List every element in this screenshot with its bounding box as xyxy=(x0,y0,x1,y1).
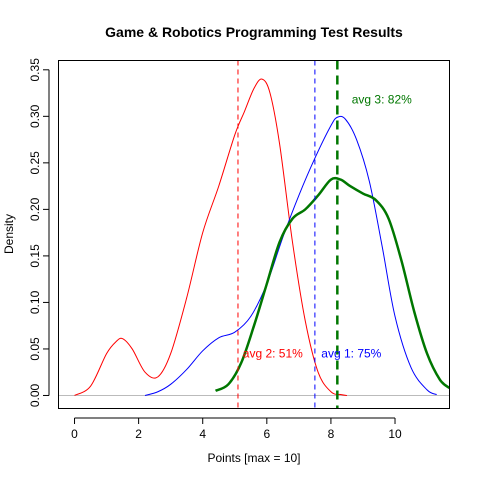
density-curve-2 xyxy=(144,115,437,396)
plot-box xyxy=(58,60,450,409)
chart-title: Game & Robotics Programming Test Results xyxy=(105,24,403,40)
y-tick-label: 0.05 xyxy=(28,337,42,361)
plot-area xyxy=(58,60,450,409)
y-tick-label: 0.35 xyxy=(28,58,42,82)
x-tick-label: 0 xyxy=(71,427,78,441)
plot-layer: avg 2: 51% avg 1: 75% avg 3: 82% 0 2 4 6 8 10 0.0… xyxy=(28,58,450,441)
average-annotation-2: avg 1: 75% xyxy=(321,347,381,361)
y-tick-label: 0.15 xyxy=(28,244,42,268)
x-tick-label: 6 xyxy=(263,427,270,441)
x-tick-label: 2 xyxy=(135,427,142,441)
average-annotation-3: avg 3: 82% xyxy=(352,93,412,107)
y-tick-label: 0.00 xyxy=(28,383,42,407)
x-tick-label: 8 xyxy=(328,427,335,441)
y-tick-label: 0.25 xyxy=(28,151,42,175)
x-axis-label: Points [max = 10] xyxy=(207,451,300,465)
y-axis-label: Density xyxy=(2,214,16,254)
density-curve-3 xyxy=(214,176,450,392)
y-tick-label: 0.30 xyxy=(28,104,42,128)
x-tick-label: 4 xyxy=(199,427,206,441)
y-tick-label: 0.10 xyxy=(28,290,42,314)
average-annotation-1: avg 2: 51% xyxy=(243,347,303,361)
y-tick-label: 0.20 xyxy=(28,197,42,221)
density-curve-1 xyxy=(74,78,348,396)
x-tick-label: 10 xyxy=(388,427,402,441)
